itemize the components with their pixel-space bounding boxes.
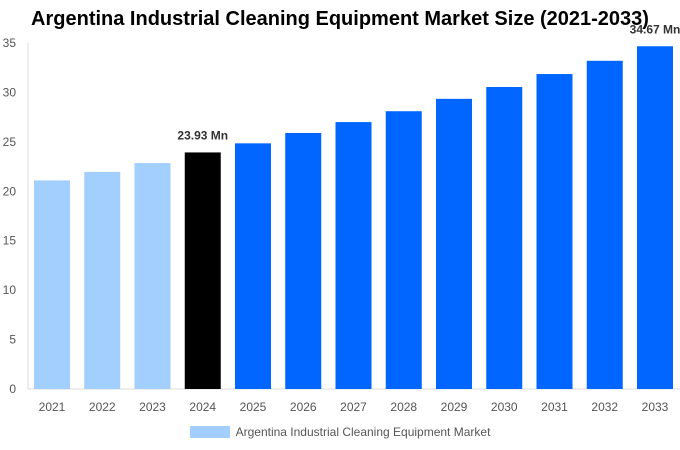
x-tick-label: 2025 xyxy=(240,400,267,414)
bar-2021 xyxy=(34,180,70,389)
y-tick-label: 20 xyxy=(3,184,17,198)
x-tick-label: 2023 xyxy=(139,400,166,414)
bar-2027 xyxy=(335,122,372,389)
data-label: 23.93 Mn xyxy=(177,128,228,142)
x-tick-label: 2033 xyxy=(642,400,669,414)
y-tick-label: 25 xyxy=(3,135,17,149)
bar-2031 xyxy=(536,74,573,390)
bar-2024 xyxy=(184,152,221,389)
bar-2026 xyxy=(285,132,322,389)
bar-2028 xyxy=(385,111,422,389)
x-tick-label: 2026 xyxy=(290,400,317,414)
bar-2022 xyxy=(84,171,121,389)
y-tick-label: 5 xyxy=(9,333,16,347)
y-tick-label: 30 xyxy=(3,85,17,99)
y-tick-label: 35 xyxy=(3,36,17,50)
y-tick-label: 0 xyxy=(9,382,16,396)
x-tick-label: 2024 xyxy=(189,400,216,414)
data-label: 34.67 Mn xyxy=(630,22,680,36)
x-tick-label: 2021 xyxy=(39,400,66,414)
chart-title: Argentina Industrial Cleaning Equipment … xyxy=(31,8,649,30)
bar-2029 xyxy=(436,98,472,390)
bar-2033 xyxy=(637,46,673,389)
bar-2030 xyxy=(486,86,523,390)
bar-2032 xyxy=(586,60,623,390)
x-tick-label: 2028 xyxy=(390,400,417,414)
x-tick-label: 2032 xyxy=(591,400,618,414)
y-tick-label: 15 xyxy=(3,234,17,248)
legend-swatch xyxy=(189,426,230,438)
bar-2025 xyxy=(235,143,271,389)
bar-2023 xyxy=(134,163,171,389)
legend-label: Argentina Industrial Cleaning Equipment … xyxy=(235,425,491,439)
x-tick-label: 2027 xyxy=(340,400,367,414)
legend: Argentina Industrial Cleaning Equipment … xyxy=(0,425,680,439)
y-tick-label: 10 xyxy=(3,283,17,297)
x-tick-label: 2030 xyxy=(491,400,518,414)
x-tick-label: 2029 xyxy=(441,400,468,414)
x-tick-label: 2022 xyxy=(89,400,116,414)
x-tick-label: 2031 xyxy=(541,400,568,414)
